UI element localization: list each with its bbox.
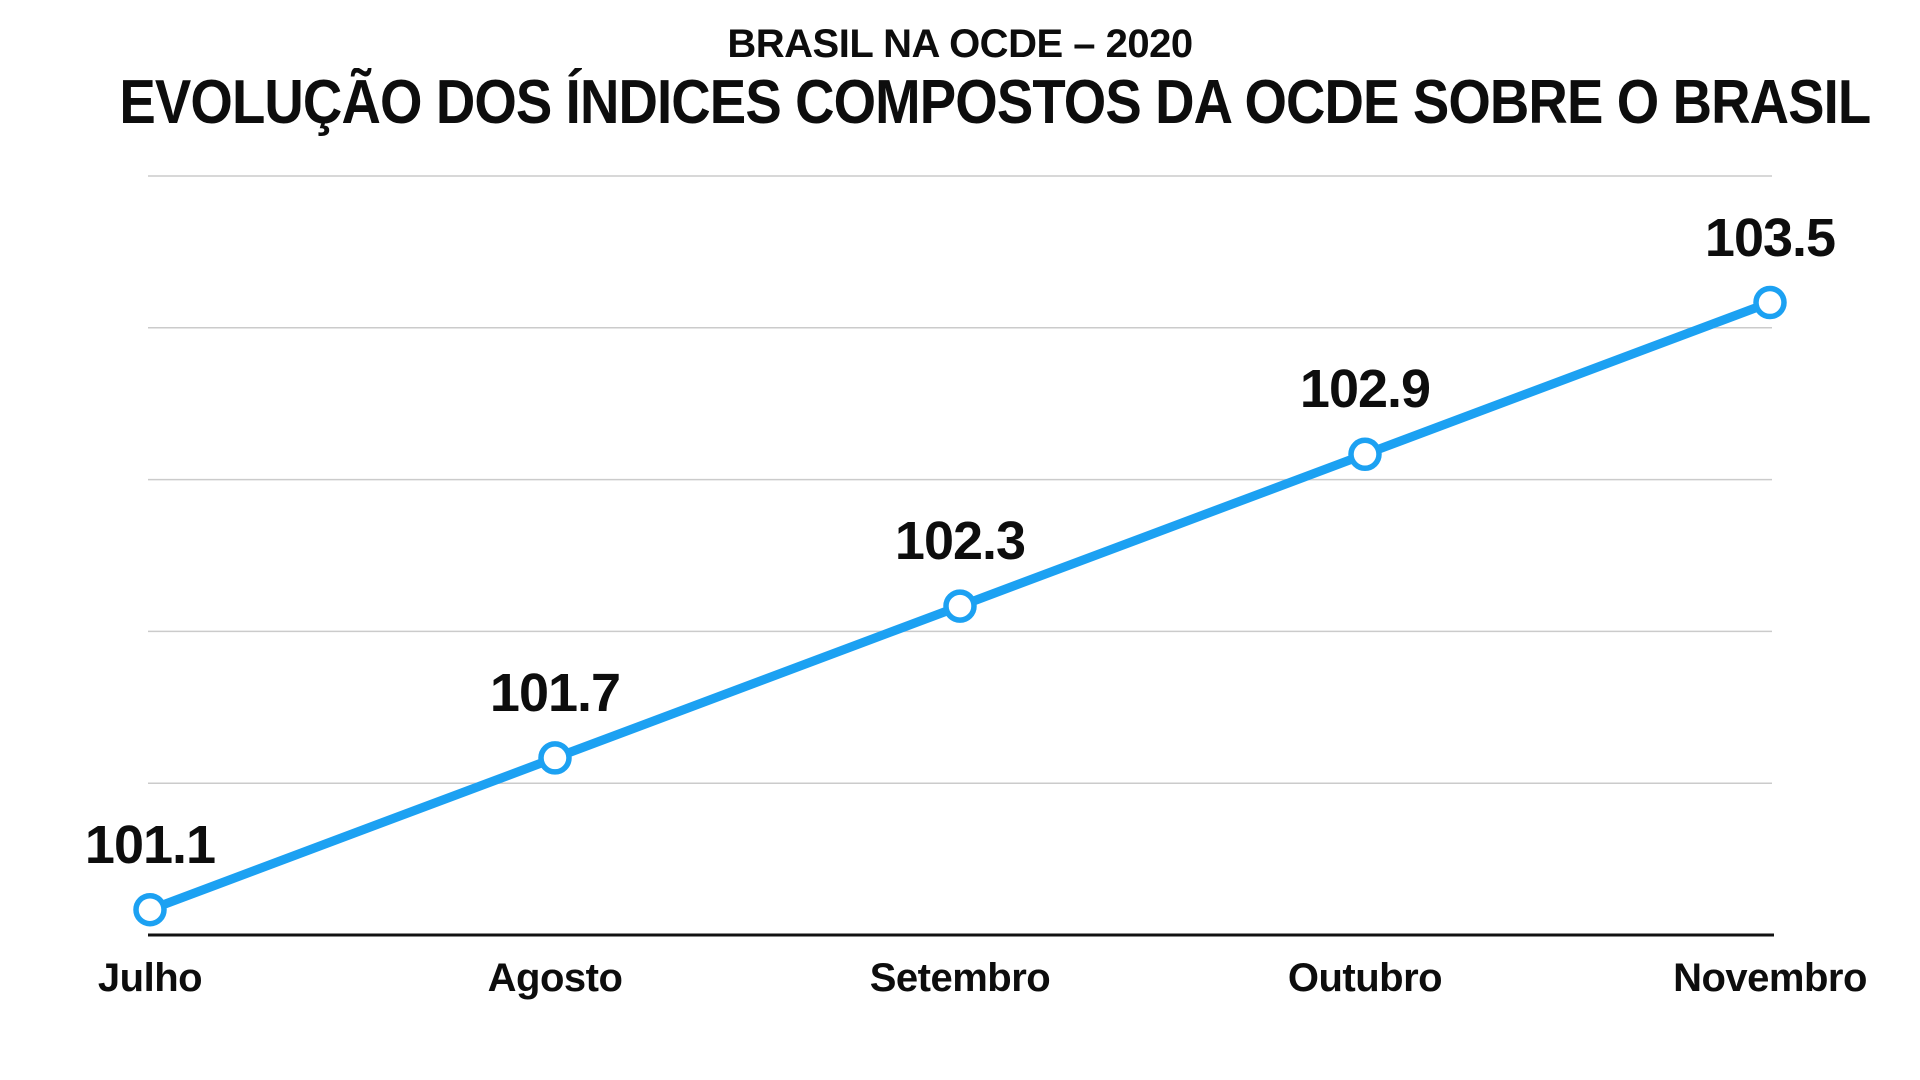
chart-supertitle: BRASIL NA OCDE – 2020 <box>727 22 1193 66</box>
data-point-marker <box>1348 437 1382 472</box>
chart-title-row: EVOLUÇÃO DOS ÍNDICES COMPOSTOS DA OCDE S… <box>0 72 1920 134</box>
chart-title: EVOLUÇÃO DOS ÍNDICES COMPOSTOS DA OCDE S… <box>119 68 1871 137</box>
data-point-marker <box>943 589 977 623</box>
data-point-marker <box>538 741 572 775</box>
data-point-marker <box>133 892 167 927</box>
data-point-marker <box>1753 285 1787 320</box>
